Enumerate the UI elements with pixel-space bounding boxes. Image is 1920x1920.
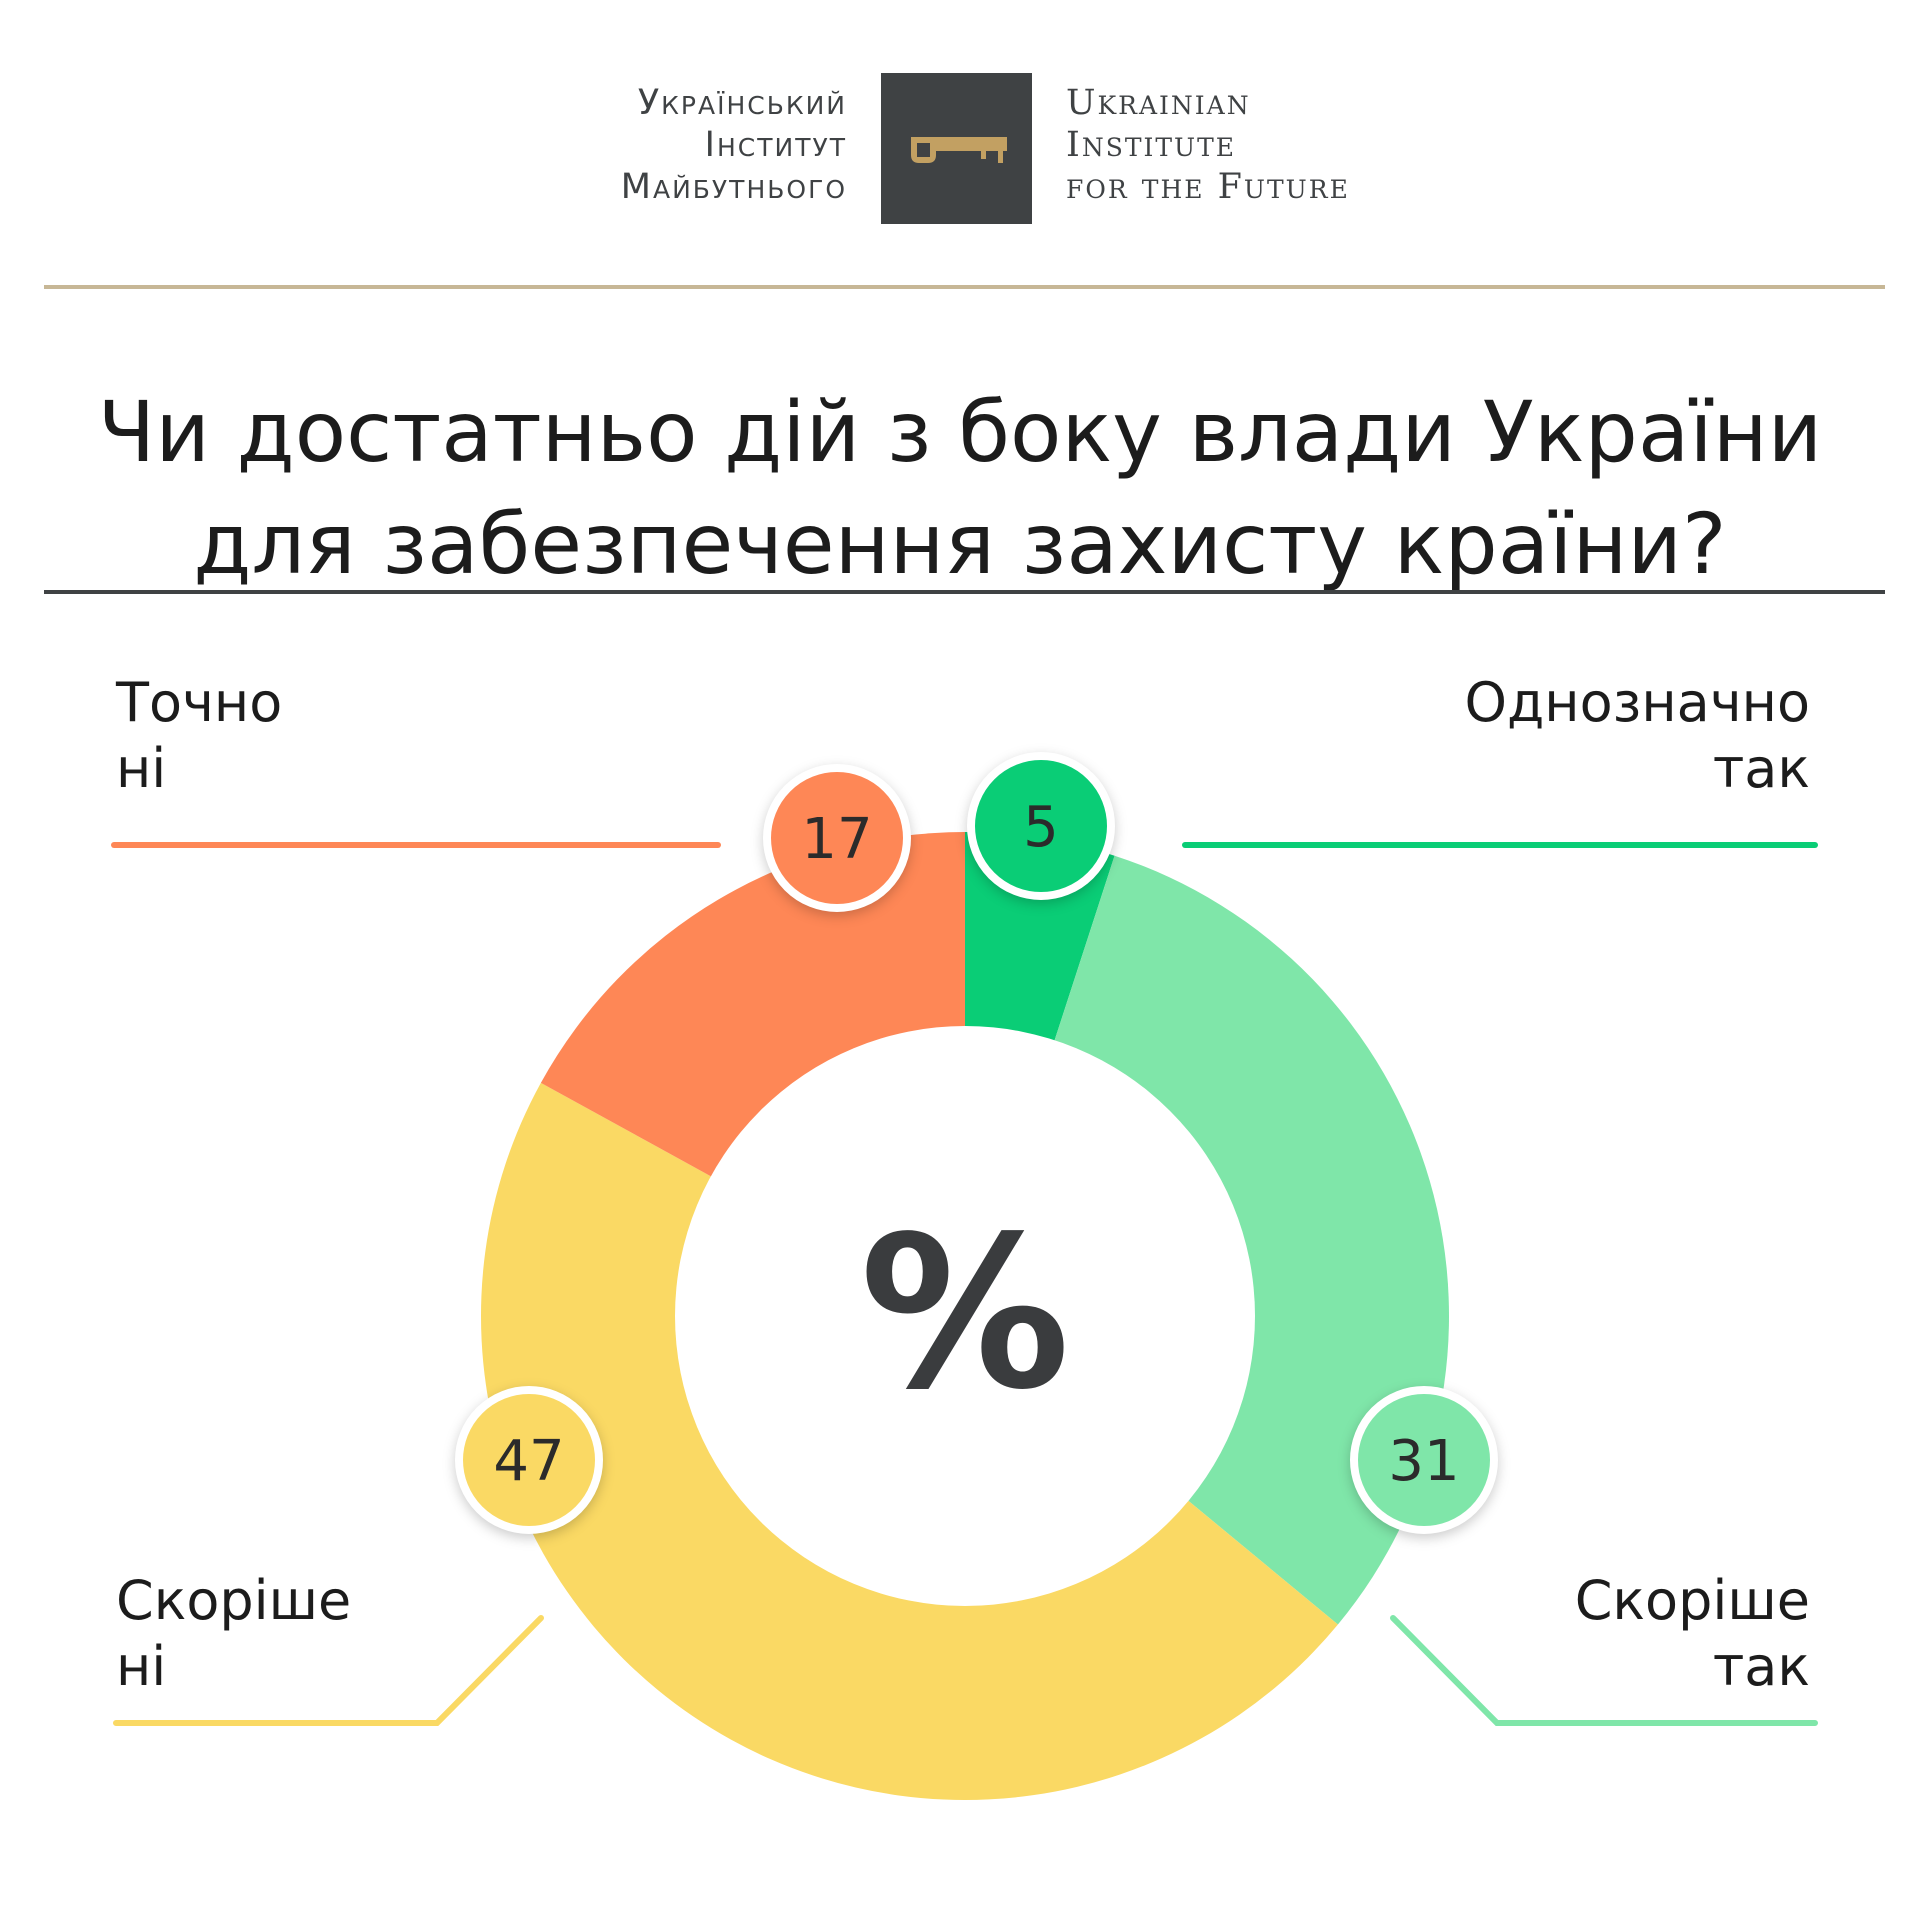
legend-label-tochno-ni: Точно ні (116, 670, 616, 802)
donut-hole (675, 1026, 1255, 1606)
logo-ua-line-1: Український (637, 83, 847, 123)
badge-value-17: 17 (801, 807, 872, 872)
logo-en-line-3: for the Future (1066, 167, 1350, 207)
legend-label-skorishe-ni: Скоріше ні (116, 1568, 616, 1700)
logo-ua-line-2: Інститут (704, 125, 847, 165)
legend-label-odnoznachno-tak: Однозначно так (1210, 670, 1810, 802)
legend-skor-ni-line-2: ні (116, 1635, 167, 1698)
title-line-2: для забезпечення захисту країни? (193, 495, 1727, 594)
center-percent-label: % (860, 1191, 1070, 1436)
leader-line-skorishe-tak (1390, 1615, 1818, 1726)
legend-odnoz-line-1: Однозначно (1464, 671, 1810, 734)
logo-ua-line-3: Майбутнього (620, 167, 847, 207)
bottom-divider (44, 590, 1885, 594)
badge-value-31-circle (1350, 1386, 1498, 1534)
legend-tochno-line-2: ні (116, 737, 167, 800)
logo-en-line-2: Institute (1066, 125, 1237, 165)
legend-label-skorishe-tak: Скоріше так (1310, 1568, 1810, 1700)
key-icon (911, 137, 1007, 163)
legend-skor-tak-line-2: так (1712, 1635, 1810, 1698)
title-line-1: Чи достатньо дій з боку влади України (97, 383, 1823, 482)
logo-mark (881, 73, 1032, 224)
logo-ukrainian-text: Український Інститут Майбутнього (447, 82, 847, 208)
badge-value-47-circle (455, 1386, 603, 1534)
top-divider (44, 285, 1885, 289)
legend-skor-ni-line-1: Скоріше (116, 1569, 352, 1632)
logo-en-line-1: Ukrainian (1066, 83, 1251, 123)
badge-value-31: 31 (1388, 1429, 1459, 1494)
legend-odnoz-line-2: так (1712, 737, 1810, 800)
badge-value-17-circle (763, 764, 911, 912)
legend-skor-tak-line-1: Скоріше (1574, 1569, 1810, 1632)
logo-english-text: Ukrainian Institute for the Future (1066, 82, 1466, 208)
badge-value-47: 47 (493, 1429, 564, 1494)
leader-line-skorishe-ni (113, 1615, 544, 1726)
badge-value-5: 5 (1023, 795, 1059, 860)
badge-value-5-circle (967, 752, 1115, 900)
question-title: Чи достатньо дій з боку влади України дл… (40, 376, 1880, 600)
legend-tochno-line-1: Точно (116, 671, 283, 734)
